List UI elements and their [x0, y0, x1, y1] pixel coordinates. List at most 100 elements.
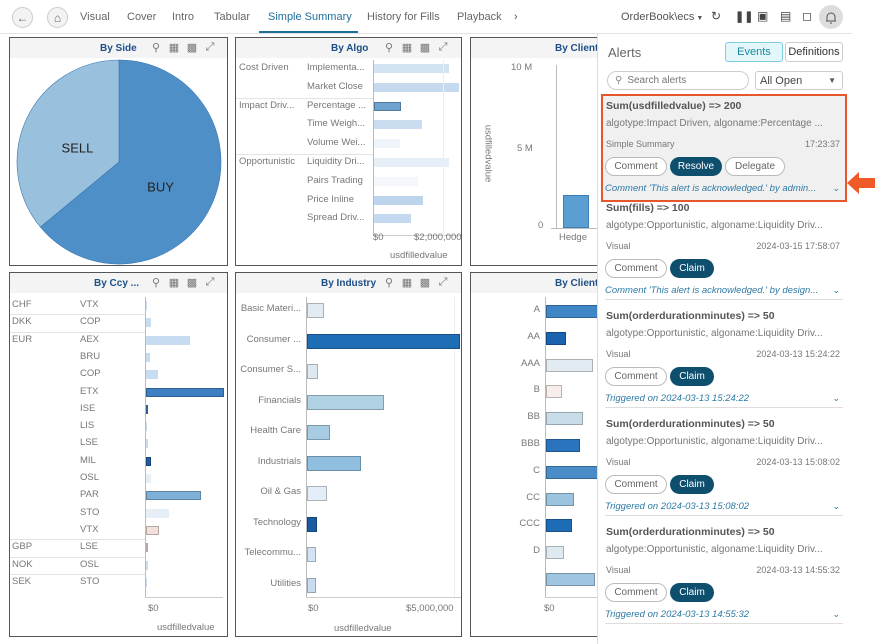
chevron-down-icon[interactable]: ⌄ — [832, 393, 840, 403]
bar[interactable] — [374, 139, 400, 149]
bar[interactable] — [146, 370, 158, 380]
search-alerts-field[interactable]: ⚲ — [607, 71, 749, 90]
search-icon[interactable]: ⚲ — [384, 277, 394, 289]
bar[interactable] — [307, 333, 460, 349]
search-icon[interactable]: ⚲ — [151, 42, 161, 54]
bar[interactable] — [546, 546, 564, 560]
bar[interactable] — [307, 364, 319, 379]
delegate-button[interactable]: Delegate — [725, 157, 785, 176]
table-icon[interactable]: ▩ — [419, 277, 431, 289]
bell-icon[interactable] — [819, 5, 843, 29]
bookmark-icon[interactable]: ◻ — [802, 9, 812, 23]
tab-tabular[interactable]: Tabular — [214, 11, 251, 23]
bar[interactable] — [374, 214, 411, 224]
comment-button[interactable]: Comment — [605, 475, 667, 494]
bar[interactable] — [146, 301, 147, 310]
bar[interactable] — [546, 492, 574, 506]
excel-icon[interactable]: ▦ — [401, 277, 413, 289]
comment-button[interactable]: Comment — [605, 259, 667, 278]
bar[interactable] — [146, 525, 160, 535]
search-icon[interactable]: ⚲ — [151, 277, 161, 289]
table-icon[interactable]: ▩ — [186, 42, 198, 54]
workbook-selector[interactable]: OrderBook\ecs ▼ — [621, 11, 703, 23]
bar[interactable] — [546, 385, 562, 399]
alert-card[interactable]: Sum(orderdurationminutes) => 50 algotype:… — [603, 414, 845, 516]
bar[interactable] — [146, 387, 224, 397]
search-icon[interactable]: ⚲ — [384, 42, 394, 54]
bar[interactable] — [146, 404, 148, 414]
search-alerts-input[interactable] — [627, 75, 738, 86]
chevron-right-icon[interactable]: › — [514, 11, 518, 23]
tab-simple-summary[interactable]: Simple Summary — [268, 11, 352, 23]
expand-icon[interactable]: ⤢ — [438, 276, 448, 288]
chevron-down-icon[interactable]: ⌄ — [832, 183, 840, 193]
bar[interactable] — [146, 474, 152, 483]
bar[interactable] — [307, 303, 324, 318]
alert-card[interactable]: Sum(fills) => 100 algotype:Opportunistic,… — [603, 198, 845, 300]
tab-definitions[interactable]: Definitions — [785, 42, 843, 62]
home-icon[interactable]: ⌂ — [47, 7, 68, 28]
bar[interactable] — [146, 491, 202, 501]
bar[interactable] — [374, 176, 418, 186]
bar[interactable] — [307, 486, 327, 501]
refresh-icon[interactable]: ↻ — [711, 9, 722, 23]
expand-icon[interactable]: ⤢ — [205, 41, 215, 53]
tab-intro[interactable]: Intro — [172, 11, 195, 23]
tab-playback[interactable]: Playback — [457, 11, 502, 23]
bar[interactable] — [146, 335, 190, 345]
bar[interactable] — [546, 573, 596, 586]
chevron-down-icon[interactable]: ⌄ — [832, 285, 840, 295]
comment-button[interactable]: Comment — [605, 583, 667, 602]
bar[interactable] — [546, 358, 593, 372]
snapshot-icon[interactable]: ▣ — [757, 9, 769, 23]
table-icon[interactable]: ▩ — [419, 42, 431, 54]
comment-button[interactable]: Comment — [605, 367, 667, 386]
claim-button[interactable]: Claim — [670, 259, 714, 278]
pie-slice-buy[interactable] — [39, 59, 222, 265]
bar[interactable] — [146, 560, 149, 570]
pdf-icon[interactable]: ▤ — [780, 9, 792, 23]
claim-button[interactable]: Claim — [670, 475, 714, 494]
bar[interactable] — [307, 394, 384, 410]
bar[interactable] — [546, 412, 584, 426]
excel-icon[interactable]: ▦ — [168, 277, 180, 289]
expand-icon[interactable]: ⤢ — [205, 276, 215, 288]
bar[interactable] — [146, 422, 147, 432]
bar[interactable] — [307, 547, 316, 562]
bar[interactable] — [374, 195, 424, 205]
tab-history-for-fills[interactable]: History for Fills — [367, 11, 440, 23]
bar[interactable] — [374, 82, 459, 92]
bar[interactable] — [146, 318, 151, 328]
chevron-down-icon[interactable]: ⌄ — [832, 609, 840, 619]
claim-button[interactable]: Claim — [670, 583, 714, 602]
bar[interactable] — [374, 64, 450, 73]
pie-slice-sell[interactable] — [16, 59, 120, 228]
alert-card[interactable]: Sum(orderdurationminutes) => 50 algotype:… — [603, 306, 845, 408]
claim-button[interactable]: Claim — [670, 367, 714, 386]
bar[interactable] — [146, 456, 151, 466]
table-icon[interactable]: ▩ — [186, 277, 198, 289]
alert-card[interactable]: Sum(usdfilledvalue) => 200 algotype:Impac… — [601, 94, 847, 202]
excel-icon[interactable]: ▦ — [168, 42, 180, 54]
bar[interactable] — [146, 439, 148, 449]
tab-events[interactable]: Events — [725, 42, 783, 62]
bar[interactable] — [307, 577, 316, 593]
bar[interactable] — [374, 101, 401, 111]
bar-hedge[interactable] — [563, 195, 589, 228]
tab-visual[interactable]: Visual — [80, 11, 110, 23]
bar[interactable] — [146, 508, 169, 518]
chevron-down-icon[interactable]: ⌄ — [832, 501, 840, 511]
comment-button[interactable]: Comment — [605, 157, 667, 176]
bar[interactable] — [307, 455, 361, 471]
bar[interactable] — [546, 519, 572, 533]
bar[interactable] — [546, 439, 581, 452]
excel-icon[interactable]: ▦ — [401, 42, 413, 54]
bar[interactable] — [146, 352, 150, 362]
status-filter-select[interactable]: All Open ▼ — [755, 71, 843, 90]
pause-icon[interactable]: ❚❚ — [735, 11, 754, 23]
back-arrow-icon[interactable]: ← — [12, 7, 33, 28]
bar[interactable] — [146, 543, 148, 553]
expand-icon[interactable]: ⤢ — [438, 41, 448, 53]
bar[interactable] — [307, 516, 317, 532]
bar[interactable] — [546, 331, 566, 345]
